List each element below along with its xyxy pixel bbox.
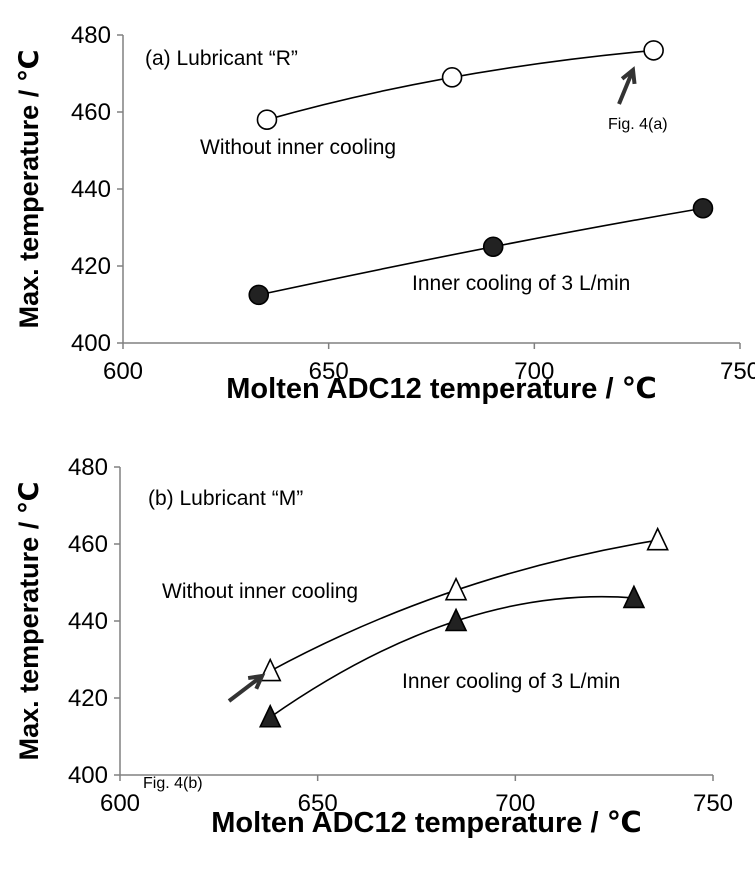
annotation-arrowhead <box>620 66 637 85</box>
series-label: Inner cooling of 3 L/min <box>402 670 620 693</box>
x-tick-label: 750 <box>720 358 755 385</box>
y-tick-label: 400 <box>71 330 111 357</box>
y-tick-label: 420 <box>68 685 108 712</box>
y-tick-label: 400 <box>68 762 108 789</box>
annotation-arrow <box>617 69 635 105</box>
y-tick-label: 420 <box>71 253 111 280</box>
trend-line-inner-cooling <box>269 595 634 718</box>
panel-label: (a) Lubricant “R” <box>145 47 298 70</box>
data-point <box>256 109 278 130</box>
data-point <box>646 526 669 551</box>
panel-label: (b) Lubricant “M” <box>148 487 303 510</box>
annotation-arrowhead <box>247 673 266 690</box>
y-tick-label: 440 <box>68 608 108 635</box>
data-point <box>444 607 468 632</box>
chart-panel-b: 400 420 440 460 480 600 650 700 750 Molten ADC12 … <box>14 454 733 839</box>
y-axis-label: Max. temperature / ℃ <box>14 482 44 761</box>
figure-reference-label: Fig. 4(b) <box>143 775 203 792</box>
figure-reference-label: Fig. 4(a) <box>608 116 668 133</box>
y-tick-label: 460 <box>71 99 111 126</box>
data-point <box>258 657 282 682</box>
x-tick-label: 600 <box>103 358 143 385</box>
x-tick-label: 600 <box>100 790 140 817</box>
x-tick-label: 650 <box>309 358 349 385</box>
y-tick-label: 480 <box>71 22 111 49</box>
trend-line-without-cooling <box>266 49 654 121</box>
y-tick-label: 440 <box>71 176 111 203</box>
series-label: Without inner cooling <box>200 136 396 159</box>
data-point <box>248 284 270 306</box>
data-point <box>622 584 646 609</box>
x-axis-label: Molten ADC12 temperature / ℃ <box>226 373 656 405</box>
data-point <box>258 703 282 728</box>
chart-panel-a: 400 420 440 460 480 600 650 700 750 Molten ADC12 … <box>14 22 755 405</box>
data-point <box>482 236 504 258</box>
x-tick-label: 700 <box>514 358 554 385</box>
trend-line-without-cooling <box>269 539 658 672</box>
x-tick-label: 700 <box>495 790 535 817</box>
data-point <box>444 576 468 601</box>
data-point <box>441 67 463 88</box>
x-tick-label: 750 <box>693 790 733 817</box>
series-label: Without inner cooling <box>162 580 358 603</box>
data-point <box>643 40 664 61</box>
x-tick-label: 650 <box>298 790 338 817</box>
y-tick-label: 480 <box>68 454 108 481</box>
x-axis-label: Molten ADC12 temperature / ℃ <box>211 807 641 839</box>
y-axis-label: Max. temperature / ℃ <box>14 50 44 329</box>
annotation-arrow <box>227 674 264 703</box>
data-point <box>692 197 714 219</box>
y-tick-label: 460 <box>68 531 108 558</box>
series-label: Inner cooling of 3 L/min <box>412 272 630 295</box>
